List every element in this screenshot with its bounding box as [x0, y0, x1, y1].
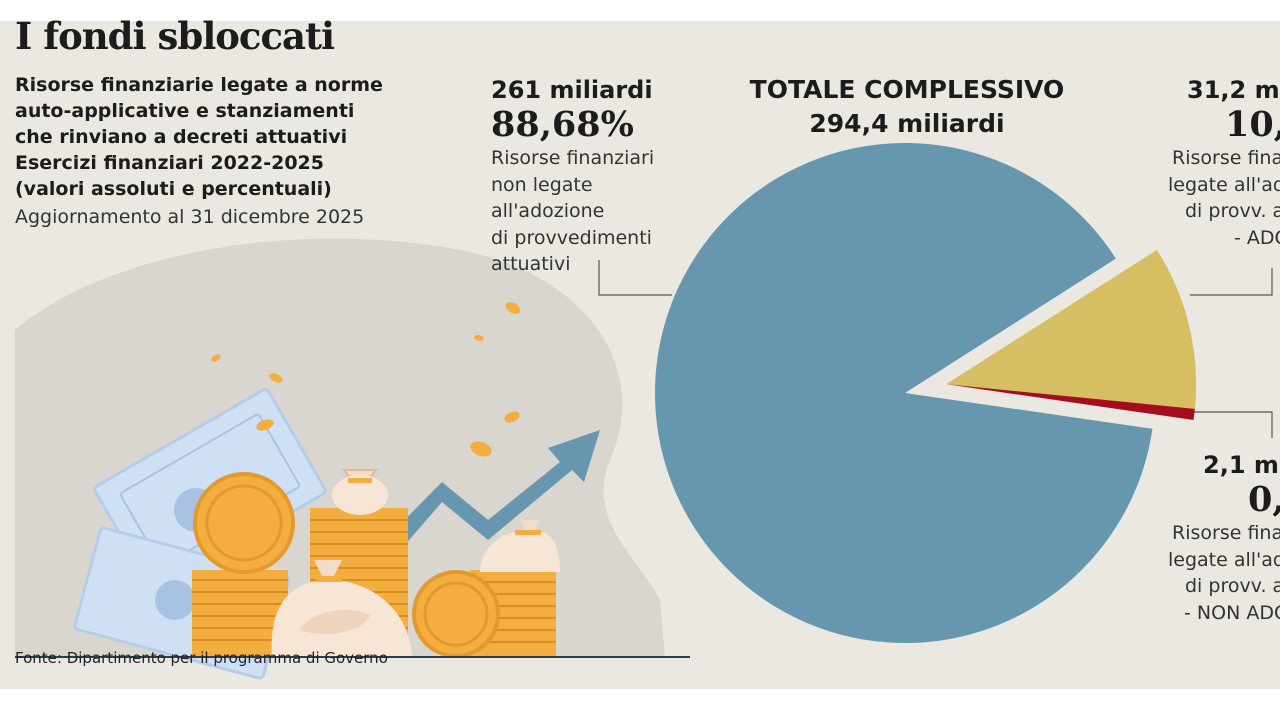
slice3-label-clip: 2,1 miliardi 0,7 Risorse finanziari lega…	[1160, 445, 1280, 635]
pie-slice-not-linked	[655, 142, 1153, 643]
slice2-amount: 31,2 miliardi	[1187, 76, 1280, 104]
slice3-desc-3: di provv. attuativi	[1185, 575, 1280, 597]
total-title: TOTALE COMPLESSIVO	[749, 75, 1065, 104]
pie-slice-adopted	[946, 249, 1197, 409]
slice3-percent: 0,7	[1248, 479, 1280, 520]
slice1-desc-2: non legate	[491, 173, 593, 196]
slice2-percent: 10,6	[1225, 104, 1280, 145]
source-note: Fonte: Dipartimento per il programma di …	[15, 649, 388, 667]
slice1-percent: 88,68%	[491, 104, 634, 145]
pie-slice-not-adopted	[946, 384, 1195, 420]
slice1-amount: 261 miliardi	[491, 76, 653, 104]
subtitle-line-4: Esercizi finanziari 2022-2025	[15, 152, 325, 174]
leader-line-slice3	[1192, 411, 1273, 438]
slice1-desc-1: Risorse finanziari	[491, 147, 655, 169]
subtitle-line-5: (valori assoluti e percentuali)	[15, 178, 332, 200]
leader-line-slice1	[598, 260, 672, 296]
slice2-label-clip: 31,2 miliardi 10,6 Risorse finanziari le…	[1140, 70, 1280, 290]
slice2-desc-4: - ADOTTATI	[1234, 226, 1280, 249]
slice1-desc-5: attuativi	[491, 253, 571, 275]
chart-title: I fondi sbloccati	[15, 14, 335, 58]
money-bag-icon	[271, 469, 560, 657]
subtitle-line-1: Risorse finanziarie legate a norme	[15, 74, 383, 96]
leader-line-slice2	[1190, 268, 1273, 296]
slice2-desc-2: legate all'adozione	[1168, 173, 1280, 196]
total-value: 294,4 miliardi	[809, 109, 1005, 138]
subtitle-line-3: che rinviano a decreti attuativi	[15, 126, 348, 148]
slice2-desc-3: di provv. attuativi	[1185, 200, 1280, 222]
slice3-amount: 2,1 miliardi	[1203, 451, 1280, 479]
slice1-desc-3: all'adozione	[491, 200, 605, 222]
slice3-desc-1: Risorse finanziari	[1172, 522, 1280, 544]
slice3-desc-2: legate all'adozione	[1168, 548, 1280, 571]
slice2-desc-1: Risorse finanziari	[1172, 147, 1280, 169]
falling-coins-icon	[211, 302, 521, 457]
slice1-desc-4: di provvedimenti	[491, 226, 652, 249]
update-note: Aggiornamento al 31 dicembre 2025	[15, 206, 365, 228]
subtitle-line-2: auto-applicative e stanziamenti	[15, 100, 355, 122]
slice3-desc-4: - NON ADOTTATI	[1184, 601, 1280, 624]
